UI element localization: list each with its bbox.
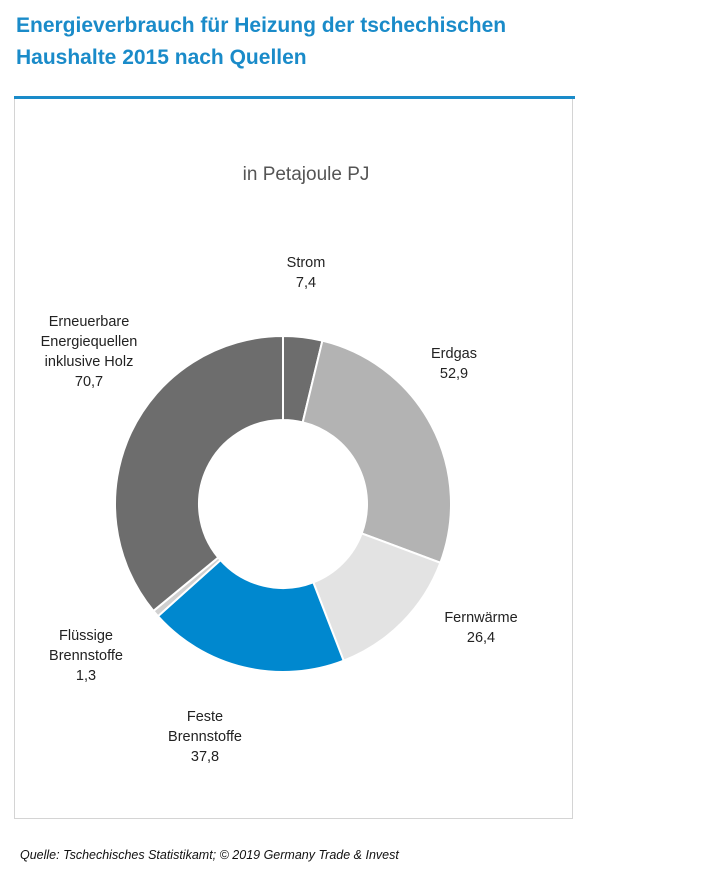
value-strom: 7,4	[296, 275, 316, 291]
label-line: Strom	[287, 255, 326, 271]
value-fluessige-brennstoffe: 1,3	[76, 668, 96, 684]
slice-erneuerbare-energiequellen	[114, 334, 284, 613]
label-line: Energiequellen	[41, 334, 138, 350]
label-line: Erdgas	[431, 346, 477, 362]
value-fernwaerme: 26,4	[467, 630, 495, 646]
title-underline	[14, 96, 575, 99]
label-line: Brennstoffe	[49, 648, 123, 664]
source-note: Quelle: Tschechisches Statistikamt; © 20…	[20, 848, 399, 862]
slice-erdgas	[301, 339, 452, 565]
title-line-1: Energieverbrauch für Heizung der tschech…	[16, 14, 507, 37]
chart-title: Energieverbrauch für Heizung der tschech…	[16, 10, 616, 74]
label-erneuerbare-energiequellen: Erneuerbare Energiequellen inklusive Holz 7…	[41, 314, 138, 390]
label-fernwaerme: Fernwärme 26,4	[444, 610, 517, 646]
donut-slices	[114, 334, 452, 673]
value-erdgas: 52,9	[440, 366, 468, 382]
label-line: Feste	[187, 709, 223, 725]
label-line: Flüssige	[59, 628, 113, 644]
label-fluessige-brennstoffe: Flüssige Brennstoffe 1,3	[49, 628, 123, 684]
label-line: Brennstoffe	[168, 729, 242, 745]
chart-frame	[14, 99, 573, 819]
slice-feste-brennstoffe	[156, 558, 345, 673]
value-feste-brennstoffe: 37,8	[191, 749, 219, 765]
label-erdgas: Erdgas 52,9	[431, 346, 477, 382]
value-erneuerbare-energiequellen: 70,7	[75, 374, 103, 390]
label-line: inklusive Holz	[45, 354, 134, 370]
chart-subtitle: in Petajoule PJ	[243, 164, 370, 185]
label-strom: Strom 7,4	[287, 255, 326, 291]
slice-labels: Strom 7,4 Erdgas 52,9 Fernwärme 26,4 Feste Bren…	[41, 255, 518, 765]
title-line-2: Haushalte 2015 nach Quellen	[16, 46, 307, 69]
label-line: Fernwärme	[444, 610, 517, 626]
label-feste-brennstoffe: Feste Brennstoffe 37,8	[168, 709, 242, 765]
label-line: Erneuerbare	[49, 314, 130, 330]
